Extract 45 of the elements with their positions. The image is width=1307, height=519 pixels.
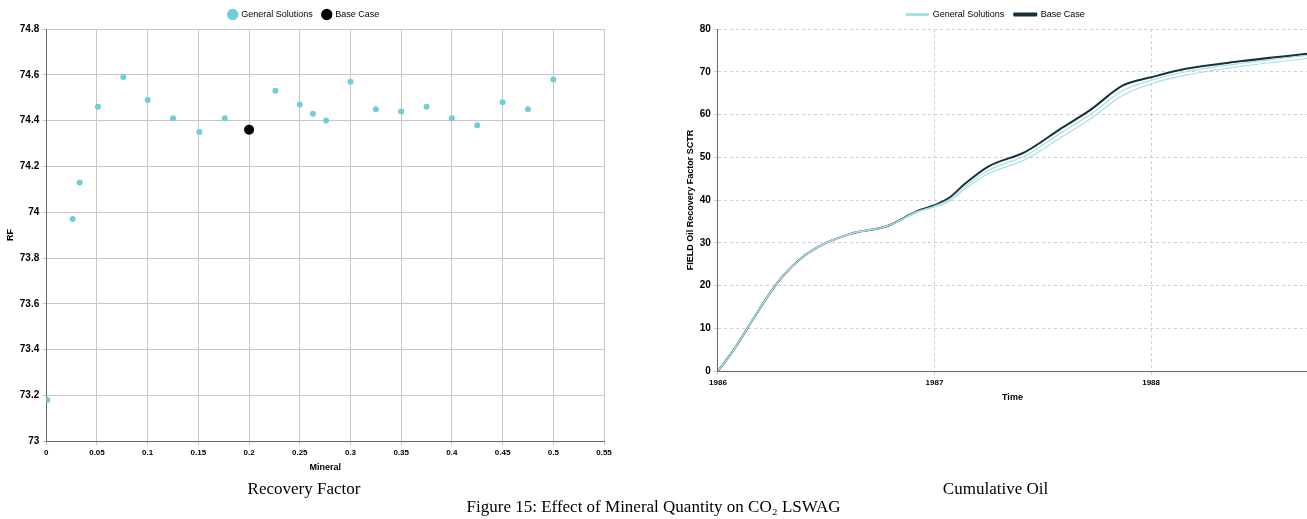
y-tick-label: 73.2 — [19, 389, 40, 401]
y-tick-label: 73 — [28, 434, 40, 446]
y-axis-title: FIELD Oil Recovery Factor SCTR — [684, 129, 695, 271]
x-tick-label: 0.45 — [494, 448, 511, 458]
x-tick-label: 0.25 — [291, 448, 309, 458]
y-tick-label: 73.4 — [19, 343, 40, 355]
x-tick-label: 0.4 — [446, 448, 458, 458]
y-tick-label: 74.4 — [19, 114, 40, 126]
x-tick-label: 0.05 — [89, 448, 106, 458]
x-tick-label: 0.5 — [547, 448, 560, 458]
y-tick-label: 50 — [699, 151, 712, 163]
y-tick-label: 73.8 — [19, 251, 40, 263]
y-tick-label: 20 — [699, 279, 712, 291]
text: Recovery Factor — [247, 479, 361, 499]
y-tick-label: 74.2 — [19, 160, 40, 172]
x-tick-label: 0.3 — [344, 448, 357, 458]
legend-label: Base Case — [335, 8, 380, 19]
y-tick-label: 74 — [28, 205, 40, 217]
legend-label: General Solutions — [241, 8, 314, 19]
y-tick-label: 73.6 — [19, 297, 40, 309]
x-axis-title: Time — [1002, 391, 1023, 402]
legend-label: Base Case — [1040, 8, 1085, 19]
x-tick-label: 0 — [44, 448, 50, 458]
y-tick-label: 30 — [699, 236, 712, 248]
y-tick-label: 10 — [699, 322, 712, 334]
y-axis-title: RF — [4, 228, 15, 242]
x-tick-label: 0.35 — [393, 448, 410, 458]
y-tick-label: 40 — [699, 193, 712, 205]
x-tick-label: 1988 — [1142, 378, 1161, 388]
x-axis-title: Mineral — [309, 461, 341, 472]
x-tick-label: 1987 — [925, 378, 944, 388]
caption: Figure 15: Effect of Mineral Quantity on CO₂ LSWAG — [465, 497, 842, 517]
y-tick-label: 0 — [705, 364, 712, 376]
x-tick-label: 0.15 — [190, 448, 207, 458]
x-tick-label: 0.1 — [142, 448, 154, 458]
y-tick-label: 74.8 — [19, 22, 40, 34]
x-tick-label: 0.55 — [596, 448, 613, 458]
text: Cumulative Oil — [942, 479, 1049, 499]
x-tick-label: 1986 — [709, 378, 728, 388]
y-tick-label: 70 — [699, 65, 712, 77]
y-tick-label: 60 — [699, 108, 712, 120]
y-tick-label: 74.6 — [19, 68, 40, 80]
y-tick-label: 80 — [699, 22, 712, 34]
x-tick-label: 0.2 — [243, 448, 256, 458]
legend-label: General Solutions — [932, 8, 1005, 19]
